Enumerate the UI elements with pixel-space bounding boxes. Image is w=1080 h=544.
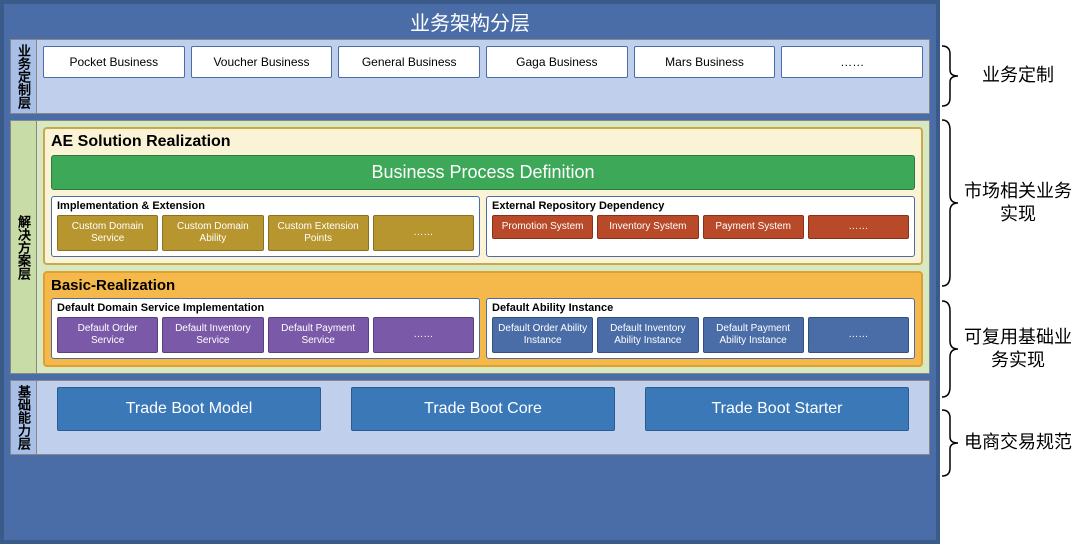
impl-title: Implementation & Extension	[57, 200, 474, 212]
basic-subrow: Default Domain Service Implementation De…	[51, 298, 915, 359]
biz-box: Mars Business	[634, 46, 776, 78]
layer2-label: 解决方案层	[11, 121, 37, 373]
ability-title: Default Ability Instance	[492, 302, 909, 314]
layer3-row: Trade Boot Model Trade Boot Core Trade B…	[43, 387, 923, 431]
impl-chip: Custom Domain Service	[57, 215, 158, 251]
side-item-3: 可复用基础业务实现	[940, 294, 1074, 404]
layer-base: 基础能力层 Trade Boot Model Trade Boot Core T…	[10, 380, 930, 455]
side-label-1: 业务定制	[962, 64, 1074, 87]
side-label-4: 电商交易规范	[962, 431, 1074, 454]
bracket-icon	[940, 299, 962, 399]
domain-chips: Default Order Service Default Inventory …	[57, 317, 474, 353]
domain-title: Default Domain Service Implementation	[57, 302, 474, 314]
main-panel: 业务架构分层 业务定制层 Pocket Business Voucher Bus…	[0, 0, 940, 544]
ability-chip: Default Inventory Ability Instance	[597, 317, 698, 353]
layers-container: 业务定制层 Pocket Business Voucher Business G…	[4, 39, 936, 540]
impl-panel: Implementation & Extension Custom Domain…	[51, 196, 480, 257]
side-panel: 业务定制 市场相关业务实现 可复用基础业务实现 电商交易规范	[940, 0, 1080, 544]
side-label-2: 市场相关业务实现	[962, 180, 1074, 227]
ae-panel: AE Solution Realization Business Process…	[43, 127, 923, 265]
domain-chip: ……	[373, 317, 474, 353]
impl-chip: ……	[373, 215, 474, 251]
layer3-body: Trade Boot Model Trade Boot Core Trade B…	[37, 381, 929, 454]
ext-chip: Inventory System	[597, 215, 698, 239]
ae-title: AE Solution Realization	[51, 133, 915, 151]
ability-panel: Default Ability Instance Default Order A…	[486, 298, 915, 359]
ext-title: External Repository Dependency	[492, 200, 909, 212]
biz-box: Pocket Business	[43, 46, 185, 78]
main-title: 业务架构分层	[4, 4, 936, 39]
biz-box: General Business	[338, 46, 480, 78]
trade-box: Trade Boot Core	[351, 387, 615, 431]
bpd-bar: Business Process Definition	[51, 155, 915, 190]
ext-chips: Promotion System Inventory System Paymen…	[492, 215, 909, 239]
trade-box: Trade Boot Starter	[645, 387, 909, 431]
layer-customization: 业务定制层 Pocket Business Voucher Business G…	[10, 39, 930, 114]
ext-chip: Payment System	[703, 215, 804, 239]
layer1-label: 业务定制层	[11, 40, 37, 113]
ability-chips: Default Order Ability Instance Default I…	[492, 317, 909, 353]
layer-solution: 解决方案层 AE Solution Realization Business P…	[10, 120, 930, 374]
domain-chip: Default Inventory Service	[162, 317, 263, 353]
ext-chip: Promotion System	[492, 215, 593, 239]
ability-chip: Default Order Ability Instance	[492, 317, 593, 353]
bracket-icon	[940, 44, 962, 108]
ability-chip: ……	[808, 317, 909, 353]
layer1-row: Pocket Business Voucher Business General…	[43, 46, 923, 78]
impl-chip: Custom Domain Ability	[162, 215, 263, 251]
impl-chip: Custom Extension Points	[268, 215, 369, 251]
ae-subrow: Implementation & Extension Custom Domain…	[51, 196, 915, 257]
domain-chip: Default Payment Service	[268, 317, 369, 353]
side-item-4: 电商交易规范	[940, 404, 1074, 482]
bracket-icon	[940, 408, 962, 478]
side-label-3: 可复用基础业务实现	[962, 326, 1074, 373]
ext-chip: ……	[808, 215, 909, 239]
side-item-1: 业务定制	[940, 40, 1074, 112]
impl-chips: Custom Domain Service Custom Domain Abil…	[57, 215, 474, 251]
side-item-2: 市场相关业务实现	[940, 112, 1074, 294]
biz-box: Voucher Business	[191, 46, 333, 78]
ability-chip: Default Payment Ability Instance	[703, 317, 804, 353]
domain-chip: Default Order Service	[57, 317, 158, 353]
domain-panel: Default Domain Service Implementation De…	[51, 298, 480, 359]
diagram-root: 业务架构分层 业务定制层 Pocket Business Voucher Bus…	[0, 0, 1080, 544]
ext-panel: External Repository Dependency Promotion…	[486, 196, 915, 257]
basic-panel: Basic-Realization Default Domain Service…	[43, 271, 923, 367]
biz-box: ……	[781, 46, 923, 78]
basic-title: Basic-Realization	[51, 277, 915, 294]
biz-box: Gaga Business	[486, 46, 628, 78]
trade-box: Trade Boot Model	[57, 387, 321, 431]
layer1-body: Pocket Business Voucher Business General…	[37, 40, 929, 113]
layer3-label: 基础能力层	[11, 381, 37, 454]
bracket-icon	[940, 118, 962, 288]
layer2-body: AE Solution Realization Business Process…	[37, 121, 929, 373]
